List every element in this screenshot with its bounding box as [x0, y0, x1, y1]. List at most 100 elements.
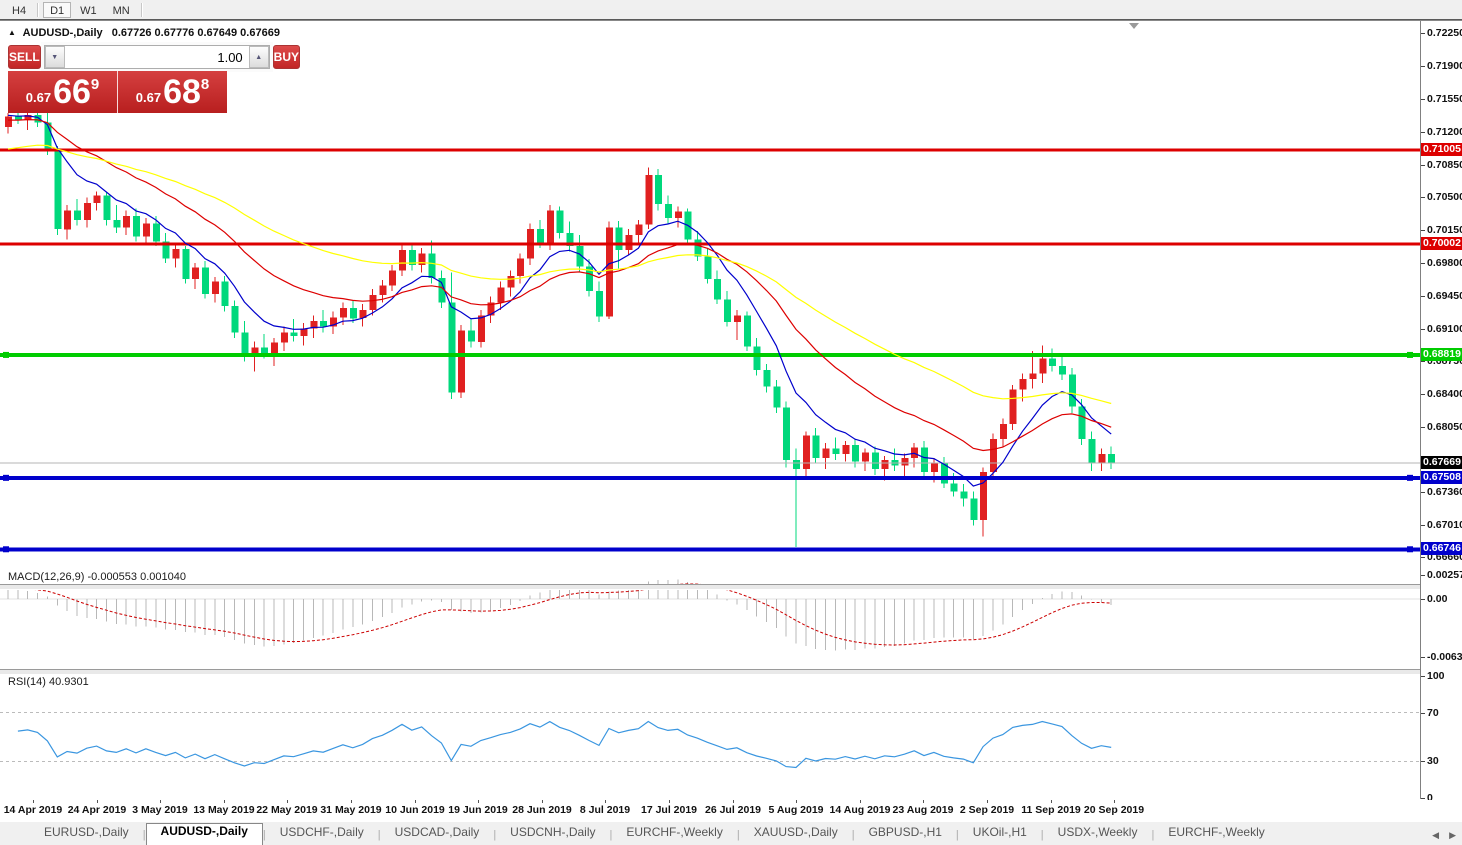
price-chart-canvas[interactable] — [0, 21, 1462, 799]
time-tick — [33, 800, 34, 803]
macd-label: MACD(12,26,9) -0.000553 0.001040 — [8, 571, 186, 583]
sell-button[interactable]: SELL — [8, 45, 41, 69]
timeframe-w1-button[interactable]: W1 — [73, 2, 104, 18]
timeframe-d1-button[interactable]: D1 — [43, 1, 72, 18]
price-tick-label: 0.70850 — [1421, 159, 1462, 171]
hline-handle[interactable] — [3, 546, 9, 553]
tab-eurchf-weekly[interactable]: EURCHF-,Weekly — [1168, 825, 1265, 839]
buy-button[interactable]: BUY — [272, 45, 301, 69]
date-label: 14 Aug 2019 — [829, 804, 891, 816]
timeframe-mn-button[interactable]: MN — [106, 2, 137, 18]
hline-handle[interactable] — [1407, 351, 1413, 358]
tab-scroll-right-icon[interactable]: ▶ — [1449, 830, 1456, 840]
sell-price-big: 66 — [53, 73, 91, 111]
date-label: 17 Jul 2019 — [640, 804, 698, 816]
date-label: 13 May 2019 — [193, 804, 255, 816]
chart-ohlc-values: 0.67726 0.67776 0.67649 0.67669 — [111, 27, 280, 39]
tab-usdchf-daily[interactable]: USDCHF-,Daily — [279, 825, 364, 839]
price-tick-label: 0.69100 — [1421, 323, 1462, 335]
price-tick-label: 0.71200 — [1421, 126, 1462, 138]
chart-symbol: AUDUSD-,Daily — [22, 27, 103, 39]
time-tick — [733, 800, 734, 803]
price-tick-label: 0.69800 — [1421, 257, 1462, 269]
rsi-axis-label: 0 — [1421, 792, 1433, 804]
tab-usdcad-daily[interactable]: USDCAD-,Daily — [394, 825, 480, 839]
pane-separator-rsi[interactable] — [0, 669, 1462, 675]
pane-separator-macd[interactable] — [0, 584, 1462, 590]
price-tick-label: 0.71550 — [1421, 93, 1462, 105]
price-tick-label: 0.68400 — [1421, 388, 1462, 400]
time-tick — [160, 800, 161, 803]
sell-price-prefix: 0.67 — [25, 89, 52, 105]
volume-stepper: ▼ ▲ — [43, 45, 270, 69]
ma-mid-line — [8, 118, 1112, 452]
tab-separator: | — [955, 829, 959, 841]
chart-tabs: EURUSD-,Daily | AUDUSD-,Daily | USDCHF-,Dail… — [0, 822, 1462, 845]
volume-decrease-button[interactable]: ▼ — [44, 46, 65, 68]
time-axis: 14 Apr 2019 24 Apr 2019 3 May 2019 13 May 2… — [0, 800, 1462, 823]
sell-price-display[interactable]: 0.67 66 9 — [8, 71, 118, 113]
time-tick — [987, 800, 988, 803]
time-tick — [605, 800, 606, 803]
price-tick-label: 0.67360 — [1421, 486, 1462, 498]
date-label: 19 Jun 2019 — [448, 804, 508, 816]
price-tick-label: 0.68050 — [1421, 421, 1462, 433]
ma-slow-line — [7, 144, 1112, 405]
hline-handle[interactable] — [1407, 474, 1413, 481]
price-level-badge: 0.67508 — [1421, 471, 1462, 484]
tab-audusd-daily[interactable]: AUDUSD-,Daily — [145, 823, 263, 845]
tab-separator: | — [377, 829, 381, 841]
tab-eurusd-daily[interactable]: EURUSD-,Daily — [44, 825, 129, 839]
time-tick — [923, 800, 924, 803]
date-label: 11 Sep 2019 — [1021, 804, 1081, 816]
time-tick — [860, 800, 861, 803]
tab-usdcnh-daily[interactable]: USDCNH-,Daily — [510, 825, 596, 839]
time-tick — [224, 800, 225, 803]
time-tick — [478, 800, 479, 803]
macd-axis-label: 0.002574 — [1421, 569, 1462, 581]
chart-end-marker-icon[interactable] — [1129, 23, 1139, 29]
macd-histogram — [7, 579, 1112, 651]
chart-title: ▲ AUDUSD-,Daily 0.67726 0.67776 0.67649 … — [8, 27, 280, 39]
tab-scroll-left-icon[interactable]: ◀ — [1432, 830, 1440, 840]
timeframe-h4-button[interactable]: H4 — [5, 2, 33, 18]
tab-separator: | — [142, 829, 146, 841]
date-label: 8 Jul 2019 — [579, 804, 631, 816]
toolbar-separator — [37, 2, 40, 17]
tab-ukoil-h1[interactable]: UKOil-,H1 — [972, 825, 1027, 839]
rsi-axis-label: 30 — [1421, 755, 1439, 767]
macd-axis-label: -0.006326 — [1420, 651, 1462, 663]
tab-eurchf-weekly[interactable]: EURCHF-,Weekly — [626, 825, 723, 839]
buy-price-sup: 8 — [200, 75, 210, 93]
tab-separator: | — [736, 829, 740, 841]
price-tick-label: 0.67010 — [1421, 519, 1462, 531]
price-axis: 0.72250 0.71900 0.71550 0.71200 0.70850 0.705… — [1420, 21, 1462, 804]
ma-fast-line — [7, 114, 1112, 487]
chart-window: ▲ AUDUSD-,Daily 0.67726 0.67776 0.67649 … — [0, 20, 1462, 804]
tab-xauusd-daily[interactable]: XAUUSD-,Daily — [753, 825, 838, 839]
hline-handle[interactable] — [3, 474, 9, 481]
rsi-axis-label: 100 — [1421, 670, 1445, 682]
time-tick — [796, 800, 797, 803]
tab-usdx-weekly[interactable]: USDX-,Weekly — [1057, 825, 1138, 839]
toolbar-separator — [140, 2, 143, 17]
buy-price-prefix: 0.67 — [135, 89, 162, 105]
date-label: 26 Jul 2019 — [704, 804, 762, 816]
volume-input[interactable] — [64, 46, 249, 68]
price-tick-label: 0.72250 — [1421, 27, 1462, 39]
volume-increase-button[interactable]: ▲ — [248, 46, 269, 68]
buy-price-display[interactable]: 0.67 68 8 — [118, 71, 227, 113]
hline-handle[interactable] — [3, 351, 9, 358]
date-label: 23 Aug 2019 — [892, 804, 954, 816]
rsi-label: RSI(14) 40.9301 — [8, 676, 89, 688]
price-level-badge: 0.71005 — [1421, 143, 1462, 156]
symbol-triangle-icon: ▲ — [8, 28, 16, 37]
tab-separator: | — [262, 829, 266, 841]
tab-gbpusd-h1[interactable]: GBPUSD-,H1 — [868, 825, 942, 839]
time-tick — [415, 800, 416, 803]
sell-price-sup: 9 — [90, 75, 100, 93]
hline-handle[interactable] — [1407, 546, 1413, 553]
price-level-badge: 0.68819 — [1421, 348, 1462, 361]
price-level-badge: 0.70002 — [1421, 237, 1462, 250]
date-label: 20 Sep 2019 — [1083, 804, 1145, 816]
